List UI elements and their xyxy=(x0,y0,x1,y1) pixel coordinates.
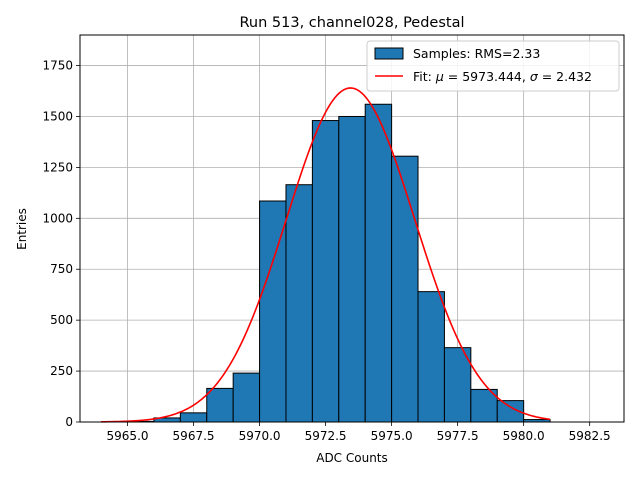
histogram-bar xyxy=(417,291,445,423)
y-axis-label: Entries xyxy=(15,208,29,250)
x-axis-ticks: 5965.0 5967.5 5970.0 5972.5 5975.0 5977.5 5980… xyxy=(107,422,611,443)
legend-fit-prefix: Fit: xyxy=(413,69,436,84)
x-tick-label: 5982.5 xyxy=(569,429,611,443)
x-tick-label: 5975.0 xyxy=(371,429,413,443)
histogram-bar xyxy=(338,115,366,423)
histogram-bar xyxy=(311,120,340,423)
histogram-bar xyxy=(179,412,208,423)
histogram-bar xyxy=(285,184,313,423)
legend: Samples: RMS=2.33 Fit: μ = 5973.444, σ =… xyxy=(366,40,620,92)
histogram-bar xyxy=(391,155,419,423)
histogram-bar xyxy=(470,388,498,423)
x-tick-label: 5972.5 xyxy=(305,429,347,443)
y-tick-label: 1500 xyxy=(42,109,73,123)
histogram-bars xyxy=(127,103,551,423)
x-tick-label: 5980.0 xyxy=(503,429,545,443)
legend-fit-suffix: = 2.432 xyxy=(538,69,592,84)
legend-samples-swatch xyxy=(374,47,404,60)
legend-fit-sigma: σ xyxy=(530,69,539,84)
y-tick-label: 0 xyxy=(65,415,73,429)
y-tick-label: 1250 xyxy=(42,160,73,174)
legend-fit-mu: μ xyxy=(435,69,444,84)
y-tick-label: 1000 xyxy=(42,211,73,225)
histogram-bar xyxy=(443,347,472,423)
x-tick-label: 5970.0 xyxy=(239,429,281,443)
y-tick-label: 1750 xyxy=(42,59,73,73)
legend-fit-mid: = 5973.444, xyxy=(444,69,530,84)
histogram-bar xyxy=(364,103,393,423)
y-tick-label: 250 xyxy=(50,364,73,378)
chart-title: Run 513, channel028, Pedestal xyxy=(239,15,464,31)
x-tick-label: 5967.5 xyxy=(173,429,215,443)
x-tick-label: 5977.5 xyxy=(437,429,479,443)
histogram-bar xyxy=(206,387,234,423)
fit-curve xyxy=(101,87,551,423)
legend-fit-label: Fit: μ = 5973.444, σ = 2.432 xyxy=(413,69,592,84)
axes-frame xyxy=(79,34,625,423)
histogram-bar xyxy=(232,372,261,423)
y-tick-label: 500 xyxy=(50,313,73,327)
legend-box xyxy=(366,40,620,92)
x-tick-label: 5965.0 xyxy=(107,429,149,443)
legend-samples-label: Samples: RMS=2.33 xyxy=(413,46,540,61)
y-axis-ticks: 0 250 500 750 1000 1250 1500 1750 xyxy=(42,59,80,429)
y-tick-label: 750 xyxy=(50,262,73,276)
x-axis-label: ADC Counts xyxy=(316,451,388,465)
